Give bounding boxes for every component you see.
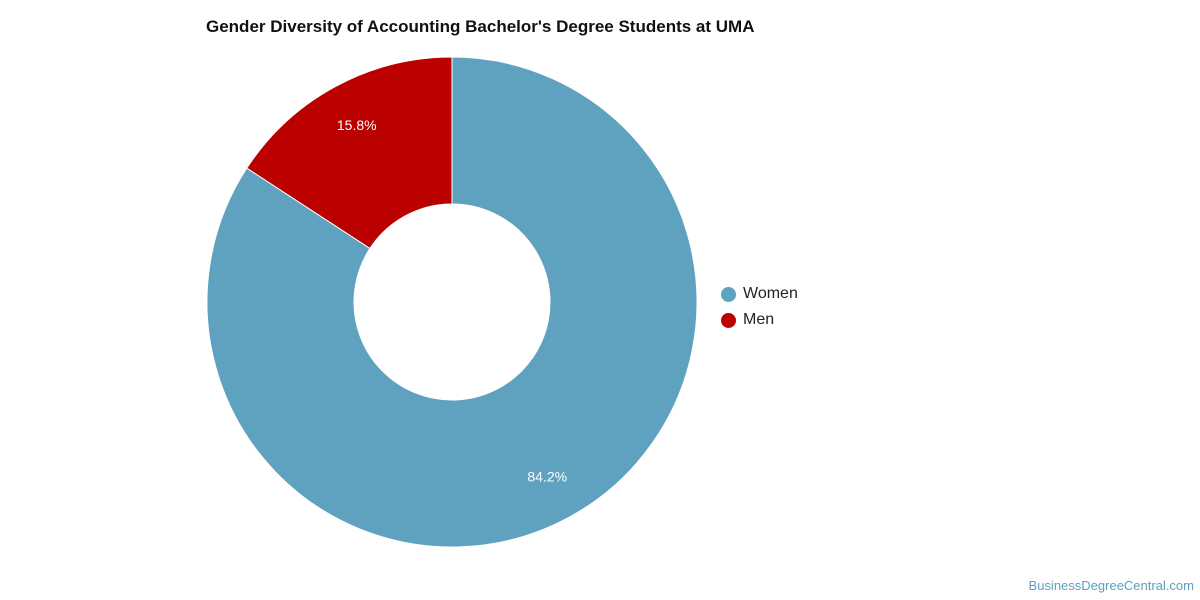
legend-swatch-men: [721, 312, 736, 328]
legend-label-men: Men: [743, 311, 775, 328]
donut-slice-women[interactable]: [206, 56, 698, 548]
legend-item-women[interactable]: Women: [721, 281, 798, 307]
donut-slice-men[interactable]: [246, 56, 453, 250]
slice-label-men: 15.8%: [337, 117, 377, 133]
chart-title: Gender Diversity of Accounting Bachelor'…: [206, 17, 755, 36]
slice-label-women: 84.2%: [527, 469, 567, 485]
legend-item-men[interactable]: Men: [721, 307, 798, 333]
donut-slice-labels: 84.2% 15.8%: [337, 117, 567, 485]
chart-legend: Women Men: [721, 281, 798, 333]
donut-slices: [206, 56, 698, 548]
legend-swatch-women: [721, 286, 736, 302]
legend-label-women: Women: [743, 285, 798, 302]
source-watermark[interactable]: BusinessDegreeCentral.com: [1028, 578, 1194, 593]
